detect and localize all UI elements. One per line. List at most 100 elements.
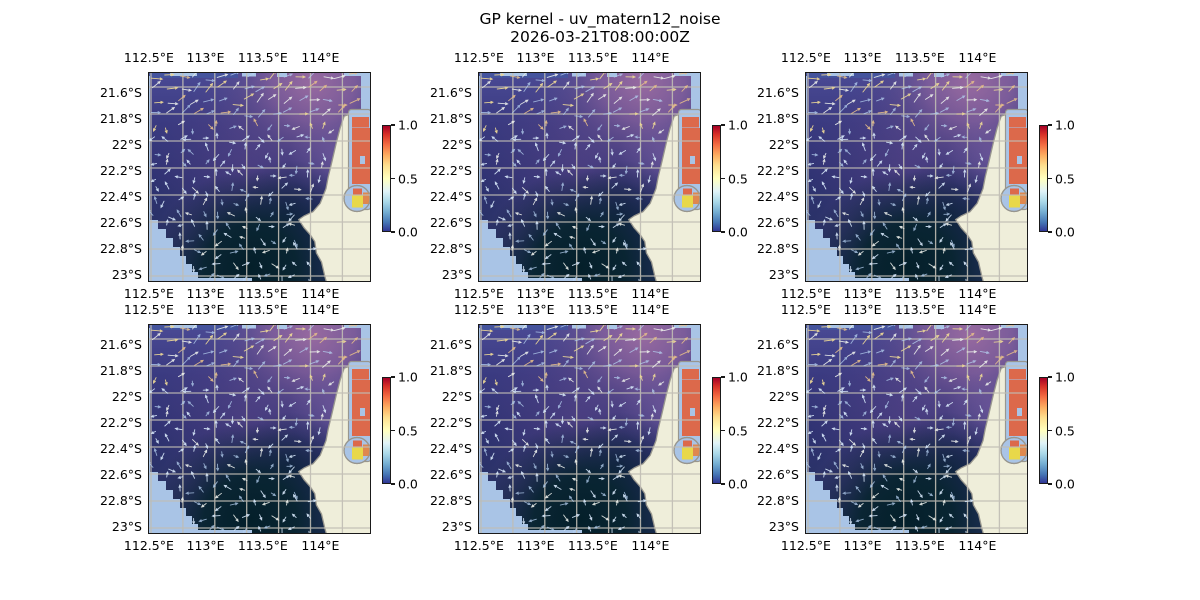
y-tick-label: 21.8°S bbox=[429, 111, 472, 126]
x-tick-label-top: 113.5°E bbox=[567, 50, 618, 65]
quiver-arrows bbox=[148, 72, 361, 282]
quiver-arrows bbox=[148, 324, 361, 534]
x-tick-label-top: 114°E bbox=[301, 302, 340, 317]
x-tick-label-bottom: 112.5°E bbox=[453, 286, 504, 301]
map-panel-r2c1: 112.5°E 112.5°E 113°E 113°E 113.5°E 113.5°E 11… bbox=[100, 303, 431, 553]
map-canvas bbox=[148, 324, 371, 534]
colorbar-tick bbox=[1048, 124, 1052, 126]
y-tick-label: 22.4°S bbox=[429, 188, 472, 204]
x-tick-label-bottom: 112.5°E bbox=[123, 538, 174, 553]
x-tick-label-bottom: 113.5°E bbox=[237, 286, 288, 301]
x-tick-label-bottom: 113.5°E bbox=[567, 286, 618, 301]
x-tick-label-bottom: 113°E bbox=[843, 286, 882, 301]
x-tick-label-bottom: 113°E bbox=[843, 538, 882, 553]
graticule-grid bbox=[478, 72, 701, 282]
coastline bbox=[954, 112, 1011, 282]
x-tick-label-top: 113°E bbox=[843, 302, 882, 317]
colorbar-tick bbox=[1048, 429, 1052, 432]
y-tick-label: 22°S bbox=[111, 137, 142, 153]
x-tick-label-bottom: 112.5°E bbox=[453, 538, 504, 553]
x-tick-label-bottom: 112.5°E bbox=[780, 286, 831, 301]
y-tick-label: 22.8°S bbox=[99, 241, 142, 256]
colorbar-tick-label: 0.5 bbox=[398, 423, 418, 438]
colorbar-tick-label: 1.0 bbox=[1055, 117, 1075, 133]
colorbar-tick-label: 1.0 bbox=[398, 117, 418, 133]
colorbar bbox=[382, 125, 391, 232]
ocean-field bbox=[478, 72, 701, 282]
x-tick-label-bottom: 112.5°E bbox=[780, 538, 831, 553]
figure-title: GP kernel - uv_matern12_noise bbox=[479, 10, 721, 28]
y-tick-label: 23°S bbox=[111, 519, 142, 535]
y-tick-label: 22.4°S bbox=[756, 440, 799, 456]
x-tick-label-bottom: 113.5°E bbox=[567, 538, 618, 553]
map-border bbox=[478, 324, 701, 534]
map-border bbox=[148, 324, 371, 534]
x-tick-label-top: 114°E bbox=[631, 302, 670, 317]
gulf-cells bbox=[682, 369, 701, 460]
y-tick-label: 22.4°S bbox=[429, 440, 472, 456]
x-tick-label-top: 113°E bbox=[516, 302, 555, 317]
map-canvas bbox=[478, 72, 701, 282]
gulf-cells bbox=[352, 117, 371, 208]
colorbar-tick bbox=[721, 231, 725, 233]
x-tick-label-top: 114°E bbox=[631, 50, 670, 65]
staircase-mask bbox=[478, 472, 528, 534]
graticule-grid bbox=[805, 72, 1028, 282]
y-tick-label: 22.2°S bbox=[756, 414, 799, 430]
x-tick-label-bottom: 114°E bbox=[958, 286, 997, 301]
x-tick-label-top: 113.5°E bbox=[237, 302, 288, 317]
x-tick-label-top: 113.5°E bbox=[894, 302, 945, 317]
colorbar-tick-label: 0.0 bbox=[1055, 476, 1075, 492]
y-tick-label: 22.6°S bbox=[99, 215, 142, 230]
gulf-cells bbox=[1009, 117, 1028, 208]
colorbar bbox=[712, 125, 721, 232]
x-tick-label-top: 113.5°E bbox=[237, 50, 288, 65]
colorbar-tick-label: 0.5 bbox=[728, 423, 748, 438]
y-tick-label: 23°S bbox=[441, 519, 472, 535]
coastline bbox=[297, 364, 354, 534]
colorbar-tick-label: 0.5 bbox=[728, 171, 748, 186]
staircase-mask bbox=[478, 220, 528, 282]
colorbar-tick bbox=[721, 124, 725, 126]
map-canvas bbox=[148, 72, 371, 282]
gulf-cells bbox=[352, 369, 371, 460]
land-region bbox=[627, 360, 701, 534]
colorbar-tick bbox=[1048, 231, 1052, 233]
y-tick-label: 22.4°S bbox=[756, 188, 799, 204]
y-tick-label: 22°S bbox=[441, 389, 472, 405]
colorbar bbox=[1039, 377, 1048, 484]
coastline bbox=[297, 112, 354, 282]
map-panel-r1c2: 112.5°E 112.5°E 113°E 113°E 113.5°E 113.5°E 11… bbox=[430, 51, 761, 301]
graticule-grid bbox=[478, 324, 701, 534]
land-region bbox=[297, 108, 371, 282]
colorbar-tick-label: 0.5 bbox=[398, 171, 418, 186]
map-panel-r1c1: 112.5°E 112.5°E 113°E 113°E 113.5°E 113.5°E 11… bbox=[100, 51, 431, 301]
map-border bbox=[805, 324, 1028, 534]
y-tick-label: 22.8°S bbox=[756, 493, 799, 508]
y-tick-label: 22.6°S bbox=[756, 215, 799, 230]
map-canvas bbox=[478, 324, 701, 534]
x-tick-label-top: 113°E bbox=[186, 50, 225, 65]
y-tick-label: 21.6°S bbox=[99, 85, 142, 100]
colorbar bbox=[382, 377, 391, 484]
colorbar-tick-label: 1.0 bbox=[1055, 369, 1075, 385]
map-panel-r2c2: 112.5°E 112.5°E 113°E 113°E 113.5°E 113.5°E 11… bbox=[430, 303, 761, 553]
x-tick-label-top: 112.5°E bbox=[123, 50, 174, 65]
y-tick-label: 21.8°S bbox=[99, 363, 142, 378]
y-tick-label: 22°S bbox=[441, 137, 472, 153]
x-tick-label-bottom: 113.5°E bbox=[237, 538, 288, 553]
coastline bbox=[627, 112, 684, 282]
x-tick-label-bottom: 113°E bbox=[186, 538, 225, 553]
colorbar-tick-label: 0.5 bbox=[1055, 423, 1075, 438]
colorbar-tick-label: 0.0 bbox=[1055, 224, 1075, 240]
x-tick-label-top: 112.5°E bbox=[453, 50, 504, 65]
coastline bbox=[954, 364, 1011, 534]
x-tick-label-top: 114°E bbox=[301, 50, 340, 65]
colorbar-tick bbox=[391, 429, 395, 432]
colorbar-tick-label: 0.0 bbox=[728, 476, 748, 492]
x-tick-label-top: 113°E bbox=[516, 50, 555, 65]
colorbar bbox=[1039, 125, 1048, 232]
graticule-grid bbox=[805, 324, 1028, 534]
colorbar-tick bbox=[721, 483, 725, 485]
